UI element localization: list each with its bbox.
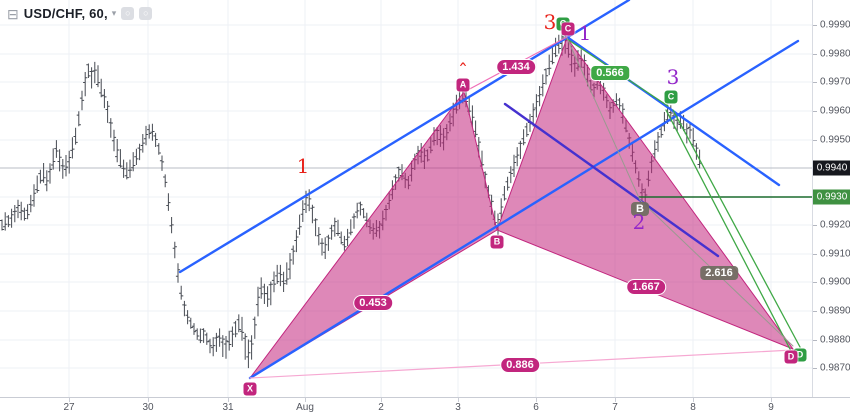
time-axis[interactable]: 27 30 31 Aug 2 3 6 7 8 9 [0,397,850,417]
price-axis-label: 0.9920 [820,219,850,231]
symbol-title[interactable]: USD/CHF, 60, [23,6,108,21]
price-tick [813,111,817,112]
settings-icon[interactable]: ○ [139,7,153,20]
time-tick [305,398,306,402]
time-axis-label: 7 [612,402,618,413]
time-tick [536,398,537,402]
price-tick [813,25,817,26]
time-tick [771,398,772,402]
xb-uptrend-line[interactable] [248,39,800,380]
inner-downtrend-line[interactable] [503,102,720,258]
time-axis-label: 9 [768,402,774,413]
time-axis-label: Aug [296,402,314,413]
price-tick [813,282,817,283]
price-tick [813,340,817,341]
price-tag: 0.9940 [813,160,850,176]
price-axis-label: 0.9960 [820,105,850,117]
price-axis[interactable]: 0.9990 0.9980 0.9970 0.9960 0.9950 0.9920 0.99… [812,0,850,397]
chevron-down-icon[interactable]: ▾ [111,8,117,18]
green-leg-cd-1[interactable] [665,109,792,352]
symbol-header: ⊟ USD/CHF, 60, ▾ ○ ○ [7,5,153,22]
price-tick [813,311,817,312]
time-tick [148,398,149,402]
price-axis-label: 0.9900 [820,276,850,288]
fib-connector-cb[interactable] [566,37,641,201]
price-tick [813,225,817,226]
price-tick [813,368,817,369]
harmonic-pattern-fill[interactable] [496,36,795,351]
time-tick [228,398,229,402]
time-tick [458,398,459,402]
xd-ratio-line[interactable] [249,349,794,379]
price-axis-label: 0.9880 [820,334,850,346]
time-axis-label: 31 [222,402,234,413]
price-axis-label: 0.9970 [820,76,850,88]
chart-canvas[interactable] [0,0,812,397]
price-axis-label: 0.9950 [820,134,850,146]
price-tag: 0.9930 [813,189,850,205]
price-tick [813,140,817,141]
price-axis-label: 0.9910 [820,248,850,260]
time-axis-label: 2 [378,402,384,413]
time-tick [381,398,382,402]
price-axis-label: 0.9870 [820,362,850,374]
price-tick [813,54,817,55]
green-leg-cd-2[interactable] [672,109,801,348]
collapse-icon[interactable]: ⊟ [7,5,19,22]
chart-plot-area[interactable]: X A B C C C D D 0.453 1.434 0.566 1.667 0.886 B 2.616 1… [0,0,812,397]
time-tick [693,398,694,402]
harmonic-pattern-fill[interactable] [249,90,498,379]
price-axis-label: 0.9980 [820,48,850,60]
time-axis-label: 3 [455,402,461,413]
time-tick [69,398,70,402]
snapshot-icon[interactable]: ○ [121,7,135,20]
time-tick [615,398,616,402]
time-axis-label: 30 [142,402,154,413]
time-axis-label: 8 [690,402,696,413]
price-tick [813,82,817,83]
time-axis-label: 27 [63,402,75,413]
price-axis-label: 0.9890 [820,305,850,317]
channel-upper-trendline[interactable] [178,0,631,274]
price-tick [813,254,817,255]
price-axis-label: 0.9990 [820,19,850,31]
time-axis-label: 6 [533,402,539,413]
